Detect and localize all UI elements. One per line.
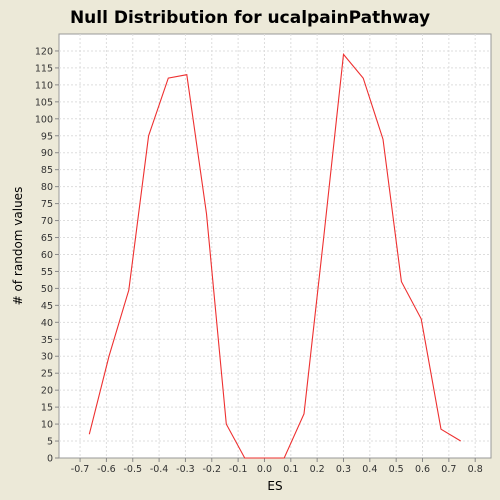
plot-area xyxy=(58,33,492,459)
x-tick-label: -0.7 xyxy=(71,464,90,475)
x-axis: -0.7 -0.6 -0.5 -0.4 -0.3 -0.2 -0.1 0.0 0.1 0.2 0.3… xyxy=(71,458,483,475)
x-tick-label: -0.4 xyxy=(150,464,169,475)
y-tick-label: 85 xyxy=(41,165,53,176)
y-tick-label: 100 xyxy=(35,114,53,125)
y-tick-label: 30 xyxy=(41,352,53,363)
y-tick-label: 95 xyxy=(41,131,53,142)
x-tick-label: 0.0 xyxy=(257,464,272,475)
y-tick-label: 70 xyxy=(41,216,53,227)
y-tick-label: 105 xyxy=(35,97,53,108)
y-tick-label: 10 xyxy=(41,420,53,431)
x-tick-label: -0.6 xyxy=(97,464,116,475)
y-tick-label: 80 xyxy=(41,182,53,193)
y-tick-label: 90 xyxy=(41,148,53,159)
x-tick-label: 0.6 xyxy=(415,464,430,475)
y-tick-label: 50 xyxy=(41,284,53,295)
y-tick-label: 35 xyxy=(41,335,53,346)
y-tick-label: 115 xyxy=(35,63,53,74)
y-tick-label: 45 xyxy=(41,301,53,312)
x-tick-label: 0.5 xyxy=(389,464,404,475)
y-tick-label: 15 xyxy=(41,403,53,414)
grid xyxy=(59,34,491,458)
y-tick-label: 110 xyxy=(35,80,53,91)
series-line xyxy=(88,53,461,459)
x-tick-label: -0.5 xyxy=(123,464,142,475)
y-tick-label: 65 xyxy=(41,233,53,244)
y-tick-label: 20 xyxy=(41,386,53,397)
x-tick-label: 0.2 xyxy=(310,464,325,475)
chart-title: Null Distribution for ucalpainPathway xyxy=(70,8,430,28)
x-axis-label: ES xyxy=(267,479,282,493)
y-tick-label: 40 xyxy=(41,318,53,329)
y-tick-label: 25 xyxy=(41,369,53,380)
y-tick-label: 120 xyxy=(35,46,53,57)
x-tick-label: 0.1 xyxy=(283,464,298,475)
y-tick-label: 5 xyxy=(47,437,53,448)
y-tick-label: 75 xyxy=(41,199,53,210)
x-tick-label: -0.3 xyxy=(176,464,195,475)
y-tick-label: 55 xyxy=(41,267,53,278)
x-tick-label: 0.8 xyxy=(468,464,483,475)
x-tick-label: -0.1 xyxy=(229,464,248,475)
series-group xyxy=(88,53,461,459)
x-tick-label: -0.2 xyxy=(203,464,222,475)
x-tick-label: 0.7 xyxy=(441,464,456,475)
y-axis-label: # of random values xyxy=(11,187,25,306)
y-tick-label: 60 xyxy=(41,250,53,261)
x-tick-label: 0.4 xyxy=(362,464,377,475)
y-tick-label: 0 xyxy=(47,454,53,465)
y-axis: 0 5 10 15 20 25 30 35 40 45 50 55 60 65 70 75 80 85 90 95 10… xyxy=(35,46,59,465)
x-tick-label: 0.3 xyxy=(336,464,351,475)
